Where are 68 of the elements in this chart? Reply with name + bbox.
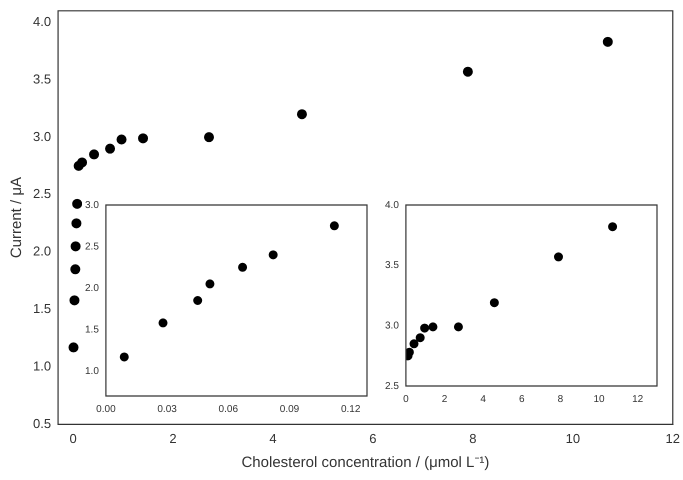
x-tick-label: 10 [566,430,580,446]
y-tick-label: 2.0 [84,282,100,294]
point [71,218,82,228]
point [462,66,473,77]
point [69,295,80,306]
x-tick-label: 0.00 [96,404,116,415]
point [205,279,214,288]
x-tick-label: 12 [666,430,680,446]
point [138,133,148,144]
x-tick-label: 0.12 [340,404,361,415]
y-tick-label: 1.5 [32,301,52,316]
x-tick-label: 2 [169,430,177,446]
point [602,36,613,47]
y-tick-label: 1.0 [32,358,52,374]
y-tick-label: 3.0 [384,320,400,332]
point [296,109,307,120]
point [77,157,88,168]
x-tick-label: 6 [519,394,526,405]
point [193,296,202,305]
y-axis-title: Current / μA [8,177,26,258]
y-tick-label: 4.0 [32,14,52,29]
x-tick-label: 4 [269,430,277,446]
point [554,252,563,262]
point [490,298,499,308]
x-tick-label: 0.09 [280,404,300,415]
y-tick-label: 4.0 [384,200,400,211]
x-tick-label: 0 [403,394,410,405]
point [204,132,214,142]
y-tick-label: 1.0 [84,366,100,377]
x-tick-label: 8 [558,394,564,405]
point [330,221,339,230]
point [454,322,463,332]
point [70,241,81,252]
point [89,149,100,160]
x-tick-label: 0.06 [218,404,238,415]
x-tick-label: 10 [593,394,606,405]
point [116,134,127,144]
x-tick-label: 6 [369,430,377,446]
point [120,352,129,362]
y-tick-label: 3.0 [84,200,100,211]
x-tick-label: 2 [442,394,448,405]
point [416,333,425,342]
point [428,322,438,332]
point [608,222,618,232]
x-tick-label: 0.03 [157,404,178,415]
x-axis-title: Cholesterol concentration / (μmol L⁻¹) [241,454,490,472]
y-tick-label: 3.5 [32,71,52,86]
y-tick-label: 2.5 [84,241,100,252]
y-tick-label: 3.5 [384,260,400,272]
y-tick-label: 2.0 [32,244,52,259]
point [410,339,419,348]
y-tick-label: 2.5 [32,186,52,202]
x-tick-label: 12 [632,394,644,405]
point [70,264,80,274]
y-tick-label: 3.0 [32,128,52,144]
point [238,262,248,272]
x-tick-label: 8 [469,430,476,446]
point [72,198,82,209]
point [105,144,116,154]
point [68,342,79,352]
y-tick-label: 0.5 [32,416,52,431]
point [158,318,168,328]
x-tick-label: 4 [480,394,486,405]
x-tick-label: 0 [69,430,77,446]
y-tick-label: 2.5 [384,380,400,392]
y-tick-label: 1.5 [84,324,100,336]
point [268,250,278,260]
point [420,324,430,333]
